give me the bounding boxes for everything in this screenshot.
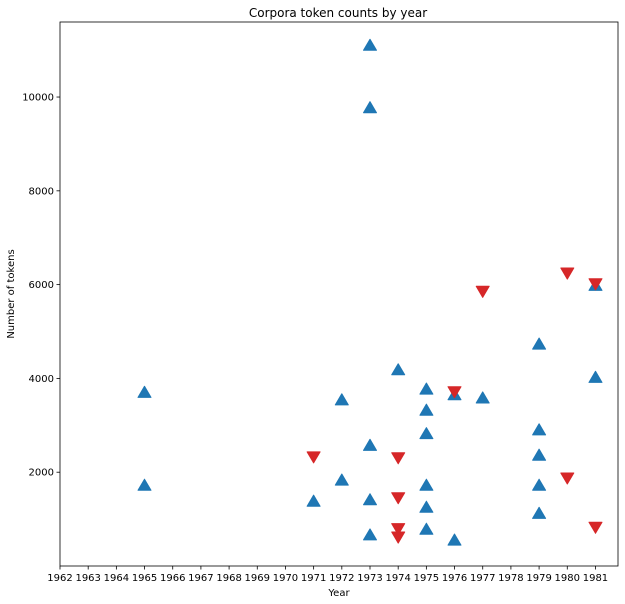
data-point-down-triangle [391, 452, 406, 465]
x-tick-label: 1975 [414, 573, 439, 584]
x-tick-label: 1965 [132, 573, 157, 584]
data-point-up-triangle [419, 478, 434, 491]
data-point-up-triangle [363, 101, 377, 114]
x-tick-label: 1969 [245, 573, 270, 584]
data-point-up-triangle [419, 427, 434, 440]
data-point-down-triangle [306, 451, 321, 464]
y-tick-label: 6000 [29, 280, 54, 291]
data-point-up-triangle [391, 363, 406, 376]
data-point-up-triangle [532, 506, 547, 519]
y-axis-ticks: 2000 4000 6000 8000 10000 [22, 93, 60, 479]
x-tick-label: 1962 [47, 573, 72, 584]
data-point-up-triangle [419, 382, 434, 395]
x-tick-label: 1971 [301, 573, 326, 584]
y-tick-label: 2000 [29, 468, 54, 479]
x-axis-label: Year [327, 588, 350, 599]
data-point-up-triangle [588, 370, 603, 383]
x-tick-label: 1970 [273, 573, 298, 584]
data-point-up-triangle [363, 38, 377, 51]
x-tick-label: 1964 [104, 573, 129, 584]
y-axis-label: Number of tokens [6, 249, 17, 338]
x-tick-label: 1980 [555, 573, 580, 584]
x-tick-label: 1963 [75, 573, 100, 584]
data-points [137, 38, 603, 546]
data-point-down-triangle [475, 285, 490, 298]
data-point-down-triangle [560, 472, 575, 485]
x-tick-label: 1978 [498, 573, 523, 584]
y-tick-label: 8000 [29, 186, 54, 197]
data-point-up-triangle [419, 522, 434, 535]
plot-frame [59, 21, 619, 567]
data-point-down-triangle [560, 267, 575, 280]
y-tick-label: 10000 [22, 93, 54, 104]
data-point-up-triangle [447, 533, 462, 546]
x-tick-label: 1977 [470, 573, 495, 584]
chart-title: Corpora token counts by year [249, 6, 427, 20]
x-tick-label: 1976 [442, 573, 467, 584]
x-tick-label: 1974 [385, 573, 410, 584]
x-axis-ticks: 1962 1963 1964 1965 1966 1967 1968 1969 1970 1971… [47, 566, 608, 584]
data-point-up-triangle [306, 494, 321, 507]
data-point-up-triangle [532, 478, 547, 491]
x-tick-label: 1979 [526, 573, 551, 584]
x-tick-label: 1981 [583, 573, 608, 584]
data-point-up-triangle [137, 385, 152, 398]
data-point-up-triangle [475, 391, 490, 404]
data-point-down-triangle [391, 492, 406, 505]
x-tick-label: 1973 [357, 573, 382, 584]
data-point-down-triangle [588, 278, 603, 291]
data-point-up-triangle [137, 478, 152, 491]
y-tick-label: 4000 [29, 374, 54, 385]
x-tick-label: 1966 [160, 573, 185, 584]
data-point-up-triangle [363, 493, 377, 506]
data-point-up-triangle [419, 403, 434, 416]
data-point-up-triangle [532, 337, 547, 350]
data-point-up-triangle [419, 500, 434, 513]
data-point-down-triangle [588, 521, 603, 534]
data-point-down-triangle [391, 531, 406, 544]
data-point-down-triangle [391, 523, 406, 536]
data-point-up-triangle [532, 423, 547, 436]
data-point-up-triangle [532, 448, 547, 461]
data-point-down-triangle [447, 386, 462, 399]
data-point-up-triangle [363, 438, 377, 451]
x-tick-label: 1967 [188, 573, 213, 584]
x-tick-label: 1968 [216, 573, 241, 584]
x-tick-label: 1972 [329, 573, 354, 584]
data-point-up-triangle [334, 473, 349, 486]
data-point-up-triangle [363, 528, 377, 541]
data-point-up-triangle [334, 393, 349, 406]
